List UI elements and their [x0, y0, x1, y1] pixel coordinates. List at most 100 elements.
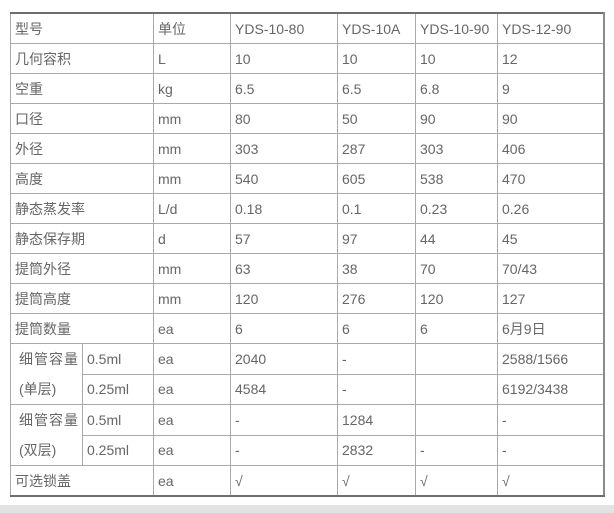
table-row-group: 细管容量 (单层) 0.5ml ea 2040 - 2588/1566 — [10, 343, 604, 405]
row-label: 口径 — [10, 103, 154, 134]
value-cell: 70/43 — [497, 253, 604, 284]
table-row: 几何容积 L 10 10 10 12 — [10, 43, 604, 74]
unit-cell: ea — [153, 434, 231, 466]
table-row: 提筒外径 mm 63 38 70 70/43 — [10, 253, 604, 284]
value-cell: 540 — [230, 163, 338, 194]
value-cell: - — [415, 434, 498, 466]
group-label-cell: 细管容量 (单层) — [10, 343, 83, 405]
table-row: 口径 mm 80 50 90 90 — [10, 103, 604, 134]
unit-cell: mm — [153, 133, 231, 164]
value-cell: 90 — [415, 103, 498, 134]
value-cell: 0.18 — [230, 193, 338, 224]
value-cell: 6.5 — [337, 73, 416, 104]
row-label: 几何容积 — [10, 43, 154, 74]
table-row: 提筒高度 mm 120 276 120 127 — [10, 283, 604, 314]
value-cell: 6 — [337, 313, 416, 344]
group-label-line1: 细管容量 — [19, 412, 78, 428]
header-model-label: 型号 — [10, 12, 154, 44]
value-cell: 6月9日 — [497, 313, 604, 344]
value-cell: 120 — [415, 283, 498, 314]
unit-cell: mm — [153, 103, 231, 134]
table-row-group: 0.25ml ea 4584 - 6192/3438 — [11, 373, 604, 405]
value-cell — [415, 404, 498, 436]
header-model-name: YDS-10-80 — [230, 12, 338, 44]
value-cell: 44 — [415, 223, 498, 254]
value-cell: 9 — [497, 73, 604, 104]
group-label-line2: (双层) — [19, 442, 57, 458]
row-label: 提筒数量 — [10, 313, 154, 344]
value-cell: 50 — [337, 103, 416, 134]
value-cell: 605 — [337, 163, 416, 194]
row-label: 空重 — [10, 73, 154, 104]
check-cell: √ — [337, 465, 416, 497]
value-cell: 4584 — [230, 373, 338, 405]
value-cell: 63 — [230, 253, 338, 284]
unit-cell: mm — [153, 283, 231, 314]
header-model-name: YDS-10A — [337, 12, 416, 44]
value-cell: 303 — [230, 133, 338, 164]
table-row-group: 细管容量 (双层) 0.5ml ea - 1284 - — [10, 404, 604, 466]
unit-cell: ea — [153, 465, 231, 497]
value-cell: 120 — [230, 283, 338, 314]
size-cell: 0.25ml — [82, 434, 154, 466]
value-cell: 6 — [230, 313, 338, 344]
table-row: 提筒数量 ea 6 6 6 6月9日 — [10, 313, 604, 344]
value-cell: - — [337, 373, 416, 405]
bottom-strip — [0, 505, 614, 513]
table-row: 静态蒸发率 L/d 0.18 0.1 0.23 0.26 — [10, 193, 604, 224]
size-cell: 0.5ml — [82, 404, 154, 436]
value-cell: 10 — [230, 43, 338, 74]
unit-cell: ea — [153, 343, 231, 375]
header-unit-label: 单位 — [153, 12, 231, 44]
value-cell: - — [337, 343, 416, 375]
header-model-name: YDS-10-90 — [415, 12, 498, 44]
row-label: 外径 — [10, 133, 154, 164]
header-row: 型号 单位 YDS-10-80 YDS-10A YDS-10-90 YDS-12… — [10, 12, 604, 44]
unit-cell: ea — [153, 373, 231, 405]
value-cell: 127 — [497, 283, 604, 314]
value-cell — [415, 373, 498, 405]
value-cell: 406 — [497, 133, 604, 164]
unit-cell: mm — [153, 163, 231, 194]
value-cell: - — [230, 434, 338, 466]
spec-table: 型号 单位 YDS-10-80 YDS-10A YDS-10-90 YDS-12… — [10, 12, 605, 497]
unit-cell: kg — [153, 73, 231, 104]
value-cell: 2832 — [337, 434, 416, 466]
unit-cell: mm — [153, 253, 231, 284]
check-cell: √ — [230, 465, 338, 497]
value-cell: 2040 — [230, 343, 338, 375]
value-cell: 287 — [337, 133, 416, 164]
value-cell: 303 — [415, 133, 498, 164]
value-cell: 70 — [415, 253, 498, 284]
value-cell: 276 — [337, 283, 416, 314]
value-cell: 6 — [415, 313, 498, 344]
group-label-cell: 细管容量 (双层) — [10, 404, 83, 466]
unit-cell: L/d — [153, 193, 231, 224]
value-cell: 57 — [230, 223, 338, 254]
header-model-name: YDS-12-90 — [497, 12, 604, 44]
row-label: 提筒外径 — [10, 253, 154, 284]
unit-cell: ea — [153, 313, 231, 344]
row-label: 提筒高度 — [10, 283, 154, 314]
row-label: 静态蒸发率 — [10, 193, 154, 224]
value-cell: - — [497, 434, 604, 466]
value-cell: 38 — [337, 253, 416, 284]
value-cell: 538 — [415, 163, 498, 194]
value-cell: 0.26 — [497, 193, 604, 224]
check-cell: √ — [415, 465, 498, 497]
value-cell: 6192/3438 — [497, 373, 604, 405]
value-cell: - — [230, 404, 338, 436]
row-label: 静态保存期 — [10, 223, 154, 254]
size-cell: 0.5ml — [82, 343, 154, 375]
value-cell: 12 — [497, 43, 604, 74]
value-cell: 6.5 — [230, 73, 338, 104]
check-cell: √ — [497, 465, 604, 497]
table-row: 空重 kg 6.5 6.5 6.8 9 — [10, 73, 604, 104]
value-cell: 80 — [230, 103, 338, 134]
row-label: 高度 — [10, 163, 154, 194]
value-cell — [415, 343, 498, 375]
unit-cell: d — [153, 223, 231, 254]
unit-cell: ea — [153, 404, 231, 436]
table-row-group: 0.25ml ea - 2832 - - — [11, 434, 604, 466]
